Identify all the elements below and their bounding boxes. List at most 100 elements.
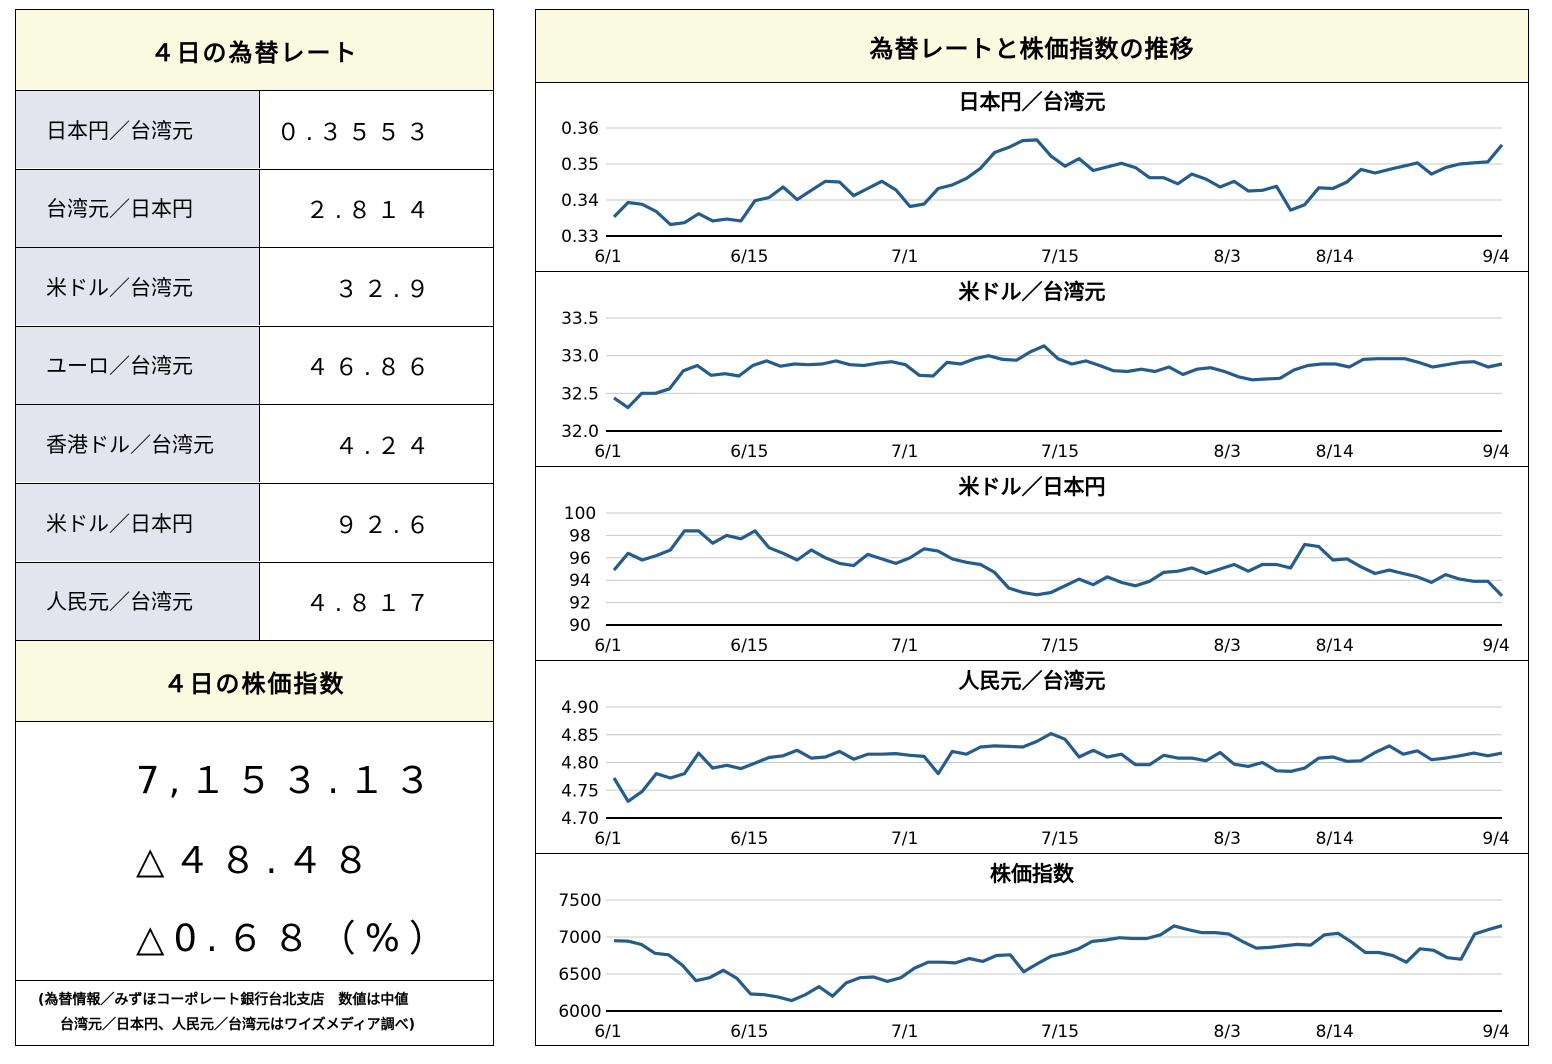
- rate-name: 台湾元／日本円: [16, 169, 260, 247]
- x-tick-label: 7/15: [1041, 636, 1079, 656]
- x-tick-label: 8/3: [1214, 1022, 1241, 1042]
- series-line: [613, 924, 1503, 1003]
- chart-title: 人民元／台湾元: [958, 669, 1106, 693]
- x-tick-label: 9/4: [1482, 442, 1509, 462]
- rate-name: 日本円／台湾元: [16, 91, 260, 168]
- x-tick-label: 6/1: [594, 247, 621, 267]
- series-line: [612, 529, 1504, 598]
- rate-row: 人民元／台湾元 ４.８１７: [16, 561, 493, 640]
- y-tick-label: 32.0: [561, 422, 599, 442]
- y-tick-label: 90: [569, 616, 591, 636]
- chart-title: 米ドル／日本円: [958, 475, 1106, 499]
- x-tick-label: 7/15: [1041, 442, 1079, 462]
- y-tick-label: 0.33: [561, 227, 599, 247]
- y-tick-label: 96: [569, 549, 591, 569]
- y-tick-label: 94: [569, 571, 591, 591]
- x-tick-label: 9/4: [1482, 636, 1509, 656]
- stock-change: △４８.４８: [136, 839, 379, 882]
- x-tick-label: 8/3: [1214, 829, 1241, 849]
- chart-panel: 米ドル／台湾元 33.5 33.0 32.5 32.0 6/1 6/15 7/1 7/15 8/3…: [536, 272, 1528, 467]
- y-tick-label: 7000: [558, 928, 601, 948]
- chart-panel: 株価指数 7500 7000 6500 6000 6/1 6/15 7/1 7/15 8/3 8/1…: [536, 854, 1528, 1047]
- chart-title: 米ドル／台湾元: [958, 280, 1106, 304]
- y-tick-label: 4.85: [561, 726, 599, 746]
- rate-row: 香港ドル／台湾元 ４.２４: [16, 404, 493, 483]
- rate-name: ユーロ／台湾元: [16, 326, 260, 404]
- y-tick-label: 6500: [558, 965, 601, 985]
- x-tick-label: 8/3: [1214, 247, 1241, 267]
- rate-name: 米ドル／台湾元: [16, 248, 260, 326]
- x-tick-label: 9/4: [1482, 829, 1509, 849]
- rate-value: ４６.８６: [305, 355, 435, 382]
- x-tick-label: 6/1: [594, 829, 621, 849]
- rate-name: 香港ドル／台湾元: [16, 405, 260, 483]
- series-line: [613, 344, 1503, 410]
- y-tick-label: 32.5: [561, 384, 599, 404]
- x-tick-label: 8/14: [1316, 829, 1354, 849]
- x-tick-label: 8/3: [1214, 442, 1241, 462]
- stock-value: 7,１５３.１３: [136, 759, 441, 802]
- x-tick-label: 7/1: [891, 829, 918, 849]
- line-chart: 0.36 0.35 0.34 0.336/1 6/15 7/1 7/15 8/3 8/14 9/4: [561, 119, 1510, 267]
- x-tick-label: 9/4: [1482, 1022, 1509, 1042]
- rate-value: ３２.９: [334, 276, 435, 303]
- y-tick-label: 4.80: [561, 754, 599, 774]
- x-tick-label: 7/1: [891, 636, 918, 656]
- rate-row: ユーロ／台湾元 ４６.８６: [16, 325, 493, 404]
- y-tick-label: 33.5: [561, 309, 599, 329]
- right-panel: 為替レートと株価指数の推移 日本円／台湾元 0.36 0.35 0.34 0.33 6/1…: [535, 9, 1529, 1046]
- x-tick-label: 7/15: [1041, 1022, 1079, 1042]
- x-tick-label: 7/15: [1041, 247, 1079, 267]
- y-tick-label: 0.35: [561, 155, 599, 175]
- y-tick-label: 98: [569, 526, 591, 546]
- series-line: [612, 731, 1503, 803]
- x-tick-label: 6/1: [594, 442, 621, 462]
- rate-name: 人民元／台湾元: [16, 562, 260, 640]
- x-tick-label: 6/15: [730, 247, 768, 267]
- y-tick-label: 4.75: [561, 781, 599, 801]
- rates-title: ４日の為替レート: [150, 38, 359, 67]
- x-tick-label: 8/14: [1316, 442, 1354, 462]
- chart-panel: 人民元／台湾元 4.90 4.85 4.80 4.75 4.70 6/1 6/15 7/1 7/1…: [536, 661, 1528, 854]
- rate-row: 日本円／台湾元 ０.３５５３: [16, 90, 493, 168]
- rate-value: ０.３５５３: [276, 119, 435, 146]
- rate-row: 台湾元／日本円 ２.８１４: [16, 168, 493, 247]
- y-tick-label: 0.36: [561, 119, 599, 139]
- charts-title: 為替レートと株価指数の推移: [869, 34, 1195, 63]
- x-tick-label: 6/1: [594, 636, 621, 656]
- y-tick-label: 4.70: [561, 809, 599, 829]
- note-divider: [16, 980, 493, 981]
- x-tick-label: 6/15: [730, 829, 768, 849]
- rate-value: ４.８１７: [305, 591, 435, 618]
- charts-stack: 日本円／台湾元 0.36 0.35 0.34 0.33 6/1 6/15 7/1 7/15 8/3…: [536, 82, 1528, 1045]
- x-tick-label: 7/1: [891, 247, 918, 267]
- rates-header: ４日の為替レート: [16, 10, 493, 91]
- stock-header: ４日の株価指数: [16, 640, 493, 722]
- line-chart: 4.90 4.85 4.80 4.75 4.706/1 6/15 7/1 7/15 8/3 8/1…: [561, 698, 1510, 849]
- x-tick-label: 7/1: [891, 1022, 918, 1042]
- rate-value: ４.２４: [334, 433, 435, 460]
- y-tick-label: 0.34: [561, 191, 599, 211]
- source-note-line1: (為替情報／みずほコーポレート銀行台北支店 数値は中値: [38, 992, 409, 1008]
- x-tick-label: 8/14: [1316, 247, 1354, 267]
- stock-title: ４日の株価指数: [163, 669, 346, 698]
- y-tick-label: 6000: [558, 1002, 601, 1022]
- x-tick-label: 8/14: [1316, 636, 1354, 656]
- y-tick-label: 7500: [558, 891, 601, 911]
- x-tick-label: 6/15: [730, 442, 768, 462]
- rate-row: 米ドル／日本円 ９２.６: [16, 483, 493, 561]
- chart-panel: 日本円／台湾元 0.36 0.35 0.34 0.33 6/1 6/15 7/1 7/15 8/3…: [536, 82, 1528, 272]
- charts-header: 為替レートと株価指数の推移: [536, 10, 1528, 83]
- x-tick-label: 8/14: [1316, 1022, 1354, 1042]
- left-panel: ４日の為替レート 日本円／台湾元 ０.３５５３ 台湾元／日本円 ２.８１４ 米ドル／台湾…: [15, 9, 494, 1046]
- x-tick-label: 7/1: [891, 442, 918, 462]
- rate-name: 米ドル／日本円: [16, 484, 260, 561]
- chart-title: 日本円／台湾元: [958, 90, 1106, 114]
- y-tick-label: 33.0: [561, 347, 599, 367]
- x-tick-label: 6/1: [594, 1022, 621, 1042]
- x-tick-label: 8/3: [1214, 636, 1241, 656]
- x-tick-label: 9/4: [1482, 247, 1509, 267]
- rate-row: 米ドル／台湾元 ３２.９: [16, 247, 493, 326]
